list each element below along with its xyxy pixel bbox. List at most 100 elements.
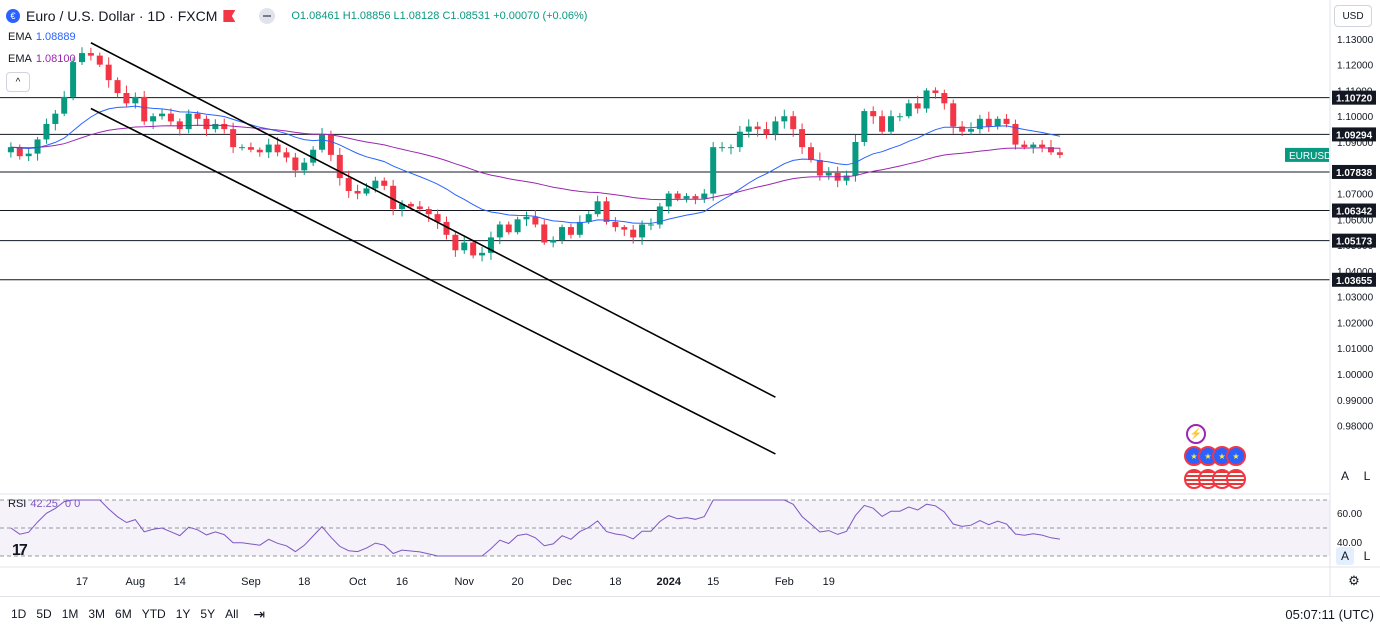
- rsi-extra: 0 0: [64, 498, 81, 510]
- candle-body: [763, 129, 770, 135]
- level-label: 1.07838: [1336, 168, 1373, 179]
- y-tick-label: 1.03000: [1337, 293, 1374, 304]
- y-tick-label: 0.98000: [1337, 422, 1374, 433]
- candle-body: [550, 239, 557, 243]
- rsi-legend[interactable]: RSI 42.25 0 0: [8, 498, 80, 510]
- range-5d[interactable]: 5D: [36, 607, 52, 621]
- candle-body: [487, 237, 494, 253]
- candle-body: [345, 178, 352, 191]
- y-tick-label: 1.04000: [1337, 267, 1374, 278]
- range-5y[interactable]: 5Y: [200, 607, 216, 621]
- candle-body: [790, 116, 797, 130]
- candle-body: [567, 227, 574, 235]
- candle-body: [434, 214, 441, 222]
- y-tick-label: 1.00000: [1337, 370, 1374, 381]
- x-tick-label: 18: [609, 576, 621, 588]
- lightning-icon[interactable]: ⚡: [1186, 424, 1206, 444]
- candle-body: [647, 224, 654, 226]
- range-1y[interactable]: 1Y: [175, 607, 191, 621]
- candle-body: [976, 118, 983, 130]
- candle-body: [159, 113, 166, 117]
- ema-fast-legend[interactable]: EMA 1.08889: [8, 31, 76, 43]
- flag-icon[interactable]: [223, 10, 236, 22]
- candle-body: [754, 126, 761, 130]
- candle-body: [167, 113, 174, 122]
- ema-slow-line: [10, 124, 1060, 201]
- economic-events-icons[interactable]: ★ ★ ★ ★: [1184, 446, 1246, 466]
- rsi-value: 42.25: [30, 498, 58, 510]
- level-tag: [1332, 203, 1376, 218]
- level-label: 1.10720: [1336, 94, 1373, 105]
- candle-body: [727, 147, 734, 149]
- us-events-row[interactable]: [1184, 469, 1246, 489]
- rsi-tick-label: 40.00: [1337, 538, 1362, 549]
- candle-body: [443, 221, 450, 235]
- gear-icon[interactable]: ⚙: [1348, 573, 1360, 588]
- y-tick-label: 1.12000: [1337, 61, 1374, 72]
- range-buttons: 1D 5D 1M 3M 6M YTD 1Y 5Y All: [6, 607, 243, 621]
- candle-body: [141, 96, 148, 122]
- candle-body: [843, 175, 850, 181]
- x-tick-label: Feb: [775, 576, 794, 588]
- collapse-ohlc-icon[interactable]: [259, 8, 276, 24]
- candle-body: [407, 203, 414, 207]
- candle-body: [701, 193, 708, 199]
- candle-body: [301, 162, 308, 171]
- candle-body: [923, 90, 930, 109]
- rsi-log-scale-button[interactable]: L: [1363, 549, 1371, 563]
- chart-header: € Euro / U.S. Dollar · 1D · FXCM O1.0846…: [6, 6, 587, 26]
- candle-body: [532, 216, 539, 225]
- currency-selector[interactable]: USD: [1334, 5, 1372, 27]
- ema-slow-legend[interactable]: EMA 1.08100: [8, 53, 76, 65]
- us-event-icon[interactable]: [1226, 469, 1246, 489]
- range-ytd[interactable]: YTD: [141, 607, 166, 621]
- candle-body: [79, 53, 85, 63]
- symbol-title[interactable]: Euro / U.S. Dollar · 1D · FXCM: [26, 8, 218, 24]
- x-tick-label: 14: [174, 576, 186, 588]
- candle-body: [470, 242, 477, 256]
- rsi-label: RSI: [8, 498, 27, 510]
- candle-body: [621, 227, 628, 230]
- range-3m[interactable]: 3M: [88, 607, 106, 621]
- level-tag: [1332, 90, 1376, 105]
- candle-body: [425, 209, 432, 215]
- auto-scale-button[interactable]: A: [1340, 469, 1349, 483]
- y-tick-label: 0.99000: [1337, 396, 1374, 407]
- utc-clock[interactable]: 05:07:11 (UTC): [1285, 606, 1374, 622]
- goto-date-icon[interactable]: ⇥: [253, 605, 266, 622]
- candle-body: [656, 206, 663, 225]
- log-scale-button[interactable]: L: [1363, 469, 1371, 483]
- candle-body: [781, 116, 788, 122]
- candle-body: [639, 224, 646, 238]
- candle-body: [194, 113, 201, 119]
- y-tick-label: 1.09000: [1337, 138, 1374, 149]
- range-6m[interactable]: 6M: [115, 607, 132, 621]
- candle-body: [541, 224, 548, 243]
- range-all[interactable]: All: [225, 607, 239, 621]
- candle-body: [203, 118, 210, 130]
- candle-body: [265, 144, 272, 153]
- candle-body: [523, 216, 530, 220]
- collapse-legend-button[interactable]: ^: [6, 72, 30, 92]
- tradingview-logo[interactable]: 17: [12, 542, 28, 559]
- candle-body: [1021, 144, 1028, 148]
- level-tag: [1332, 127, 1376, 142]
- range-1d[interactable]: 1D: [11, 607, 27, 621]
- candle-body: [799, 129, 806, 148]
- rsi-auto-scale-button[interactable]: A: [1336, 547, 1354, 565]
- candle-body: [807, 147, 814, 161]
- candle-body: [603, 201, 610, 222]
- eu-event-icon[interactable]: ★: [1226, 446, 1246, 466]
- candle-body: [1048, 147, 1055, 153]
- x-tick-label: Dec: [552, 576, 572, 588]
- x-tick-label: 17: [76, 576, 88, 588]
- range-1m[interactable]: 1M: [61, 607, 79, 621]
- candle-body: [274, 144, 281, 153]
- x-tick-label: 20: [511, 576, 523, 588]
- price-chart[interactable]: 1.130001.120001.110001.100001.090001.080…: [0, 0, 1380, 596]
- channel-line: [90, 107, 776, 455]
- ema-fast-line: [10, 105, 1061, 224]
- candle-body: [247, 147, 254, 150]
- channel-line: [90, 42, 776, 398]
- candle-body: [354, 190, 361, 194]
